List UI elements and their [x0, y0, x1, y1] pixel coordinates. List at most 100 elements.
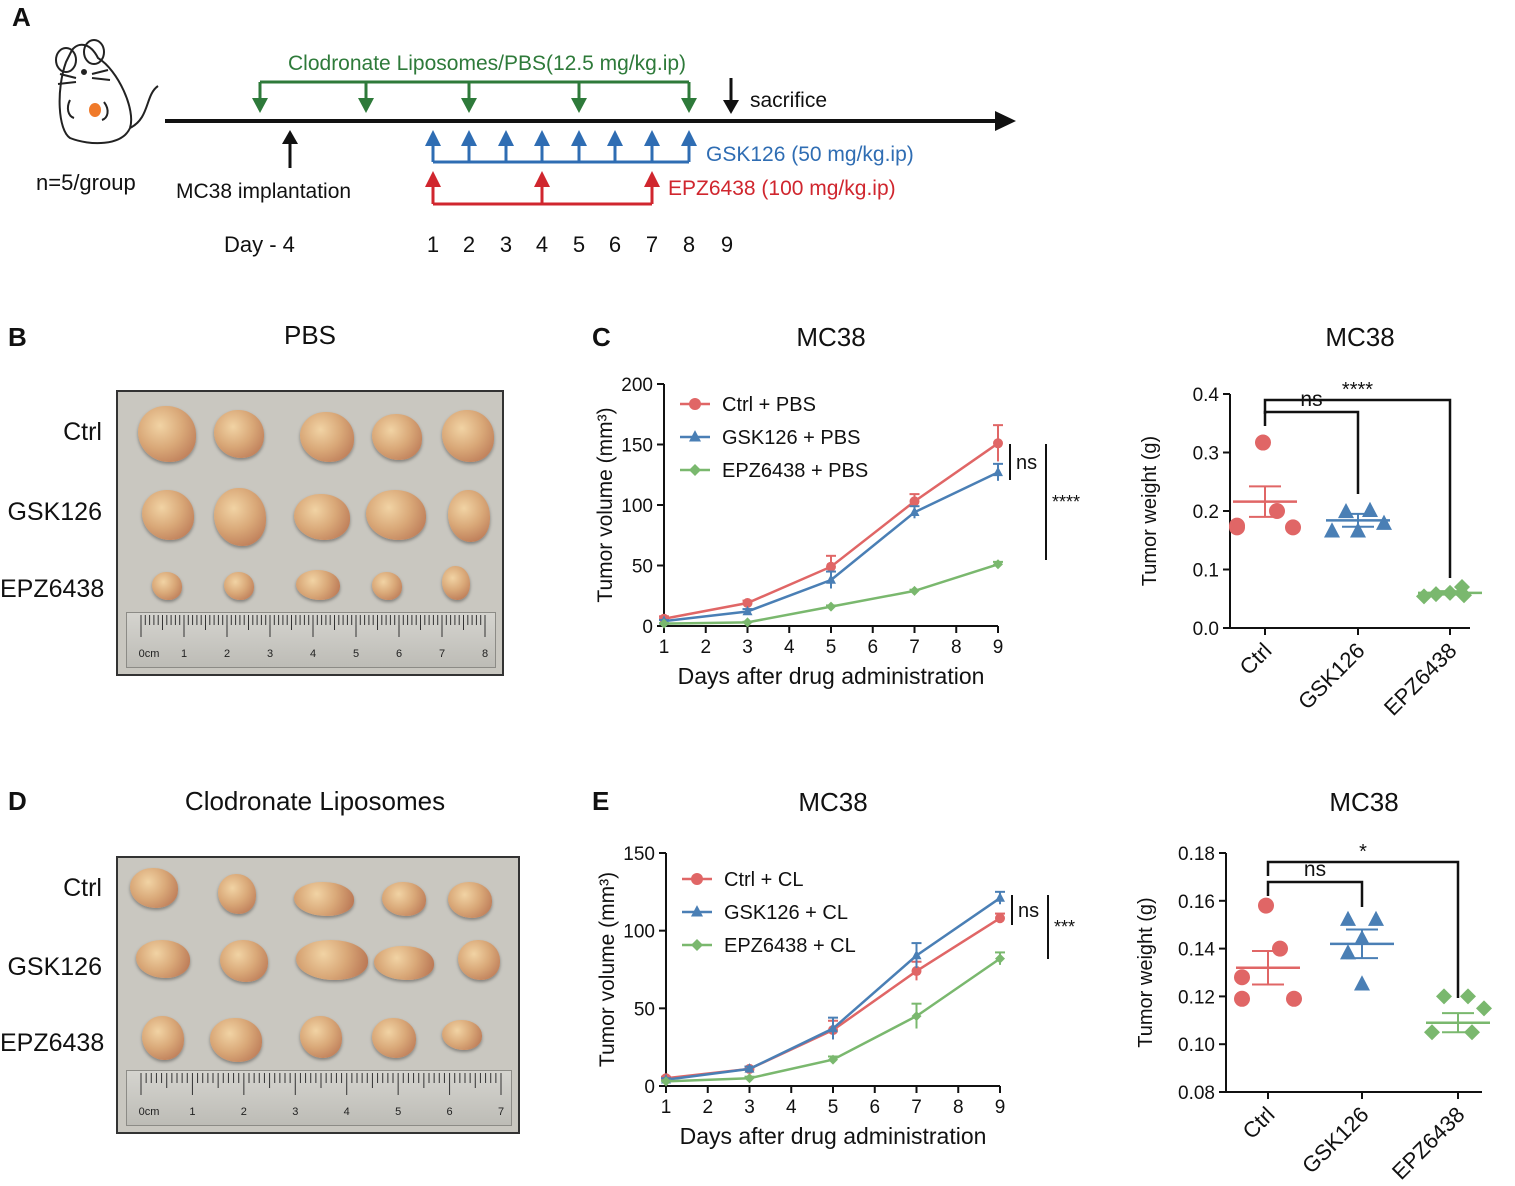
y-axis-label: Tumor weight (g) [1135, 897, 1157, 1047]
x-tick-label-EPZ6438: EPZ6438 [1379, 638, 1462, 721]
ruler-label-0: 0cm [139, 648, 160, 660]
data-point [1229, 519, 1245, 536]
implant-arrowhead [282, 130, 298, 144]
day-number-9: 9 [721, 232, 733, 257]
day-number-8: 8 [683, 232, 695, 257]
x-tick-label-2: 2 [702, 1097, 713, 1118]
x-tick-label-5: 5 [828, 1097, 839, 1118]
y-tick-label-0.12: 0.12 [1178, 987, 1215, 1008]
x-tick-label-2: 2 [700, 637, 711, 658]
tumor-spot-icon [89, 103, 101, 117]
data-point [1368, 910, 1384, 926]
data-point [742, 605, 753, 616]
data-point [1338, 502, 1354, 519]
epz6438-label: EPZ6438 (100 mg/kg.ip) [668, 177, 896, 200]
tumor-row-3-item-4 [372, 1018, 416, 1058]
tumor-row-1-item-1 [130, 868, 178, 908]
tumor-row-3-item-5 [442, 1020, 482, 1050]
photo-d-row-ctrl: Ctrl [63, 874, 102, 902]
y-axis-label: Tumor weight (g) [1139, 436, 1161, 586]
data-point [1340, 944, 1356, 960]
ruler-label-6: 6 [447, 1106, 453, 1118]
tumor-row-1-item-5 [442, 410, 494, 462]
y-tick-label-50: 50 [632, 557, 653, 578]
sacrifice-arrowhead [723, 100, 739, 114]
legend-label-1: GSK126 + CL [724, 902, 848, 924]
tumor-row-1-item-3 [294, 882, 354, 916]
tumor-row-2-item-2 [220, 940, 268, 982]
panel-label-b: B [8, 322, 27, 352]
ruler-label-2: 2 [241, 1106, 247, 1118]
x-tick-label-Ctrl: Ctrl [1238, 1102, 1280, 1144]
y-tick-label-100: 100 [621, 496, 653, 517]
gsk126-arrowhead-day-2 [461, 130, 477, 146]
y-tick-label-0.2: 0.2 [1193, 502, 1219, 523]
y-tick-label-200: 200 [621, 375, 653, 396]
y-tick-label-0.08: 0.08 [1178, 1083, 1215, 1104]
data-point [1340, 910, 1356, 926]
data-point [826, 574, 836, 584]
data-point [993, 438, 1003, 449]
epz6438-schedule [425, 171, 660, 206]
series-line-1 [663, 471, 999, 623]
data-point [1272, 940, 1288, 957]
tumor-photo-pbs: 0cm 1 2 3 4 5 6 7 8 [116, 390, 504, 676]
ruler-label-0: 0cm [139, 1106, 160, 1118]
tumor-row-1-item-2 [214, 410, 264, 458]
gsk126-arrowhead-day-6 [607, 130, 623, 146]
legend-label-2: EPZ6438 + CL [724, 935, 856, 957]
ns-bracket [1263, 410, 1360, 494]
panel-label-a: A [12, 2, 31, 32]
epz6438-arrowhead-day-7 [644, 171, 660, 187]
x-tick-label-GSK126: GSK126 [1293, 638, 1369, 714]
gsk126-arrowhead-day-7 [644, 130, 660, 146]
chart-title: MC38 [1329, 787, 1398, 817]
data-point [744, 1063, 755, 1073]
gsk126-arrowhead-day-8 [681, 130, 697, 146]
timeline-diagram: n=5/group Clodronate Liposomes/PBS(12.5 … [36, 39, 1016, 257]
gsk126-arrowhead-day-3 [498, 130, 514, 146]
chart-e-tumor-weight: MC38 0.08 0.10 0.12 0.14 0.16 0.18 Tumor weight… [1135, 787, 1492, 1183]
data-point [826, 561, 836, 572]
sig-bracket [1263, 398, 1452, 578]
ruler-label-8: 8 [482, 648, 488, 660]
data-point [1255, 434, 1271, 451]
tumor-row-3-item-3 [296, 570, 340, 600]
group-Ctrl [1229, 434, 1301, 536]
data-point [1324, 522, 1340, 538]
day-minus-label: Day - 4 [224, 232, 295, 257]
day-number-6: 6 [609, 232, 621, 257]
x-tick-label-6: 6 [869, 1097, 880, 1118]
tumor-row-1-item-5 [448, 882, 492, 918]
data-point [1424, 1024, 1440, 1041]
ruler-label-6: 6 [396, 648, 402, 660]
y-axis-label: Tumor volume (mm³) [596, 872, 619, 1067]
x-tick-label-4: 4 [784, 637, 795, 658]
tumor-row-3-item-2 [210, 1018, 262, 1062]
y-axis-label: Tumor volume (mm³) [594, 407, 617, 602]
x-tick-label-Ctrl: Ctrl [1235, 638, 1277, 680]
gsk126-label: GSK126 (50 mg/kg.ip) [706, 143, 914, 166]
photo-d-title: Clodronate Liposomes [184, 786, 446, 816]
data-point [1285, 519, 1301, 536]
gsk126-schedule [425, 130, 697, 164]
legend-marker-0 [689, 398, 701, 410]
tumor-row-2-item-3 [294, 494, 350, 540]
ruler-label-3: 3 [292, 1106, 298, 1118]
sig-annotation: * [1359, 841, 1367, 863]
sig-annotation: **** [1052, 492, 1080, 512]
clodronate-schedule [252, 80, 697, 113]
group-GSK126 [1324, 501, 1392, 538]
data-point [828, 1054, 838, 1065]
data-point [742, 598, 753, 609]
day-number-4: 4 [536, 232, 548, 257]
y-tick-label-100: 100 [623, 922, 655, 943]
ruler-label-5: 5 [395, 1106, 401, 1118]
data-point [995, 953, 1005, 964]
ruler-label-7: 7 [439, 648, 445, 660]
data-point [1269, 503, 1285, 519]
ns-annotation: ns [1016, 452, 1037, 474]
group-EPZ6438 [1416, 579, 1482, 605]
photo-b-row-epz6438: EPZ6438 [0, 575, 105, 603]
ruler-label-5: 5 [353, 648, 359, 660]
